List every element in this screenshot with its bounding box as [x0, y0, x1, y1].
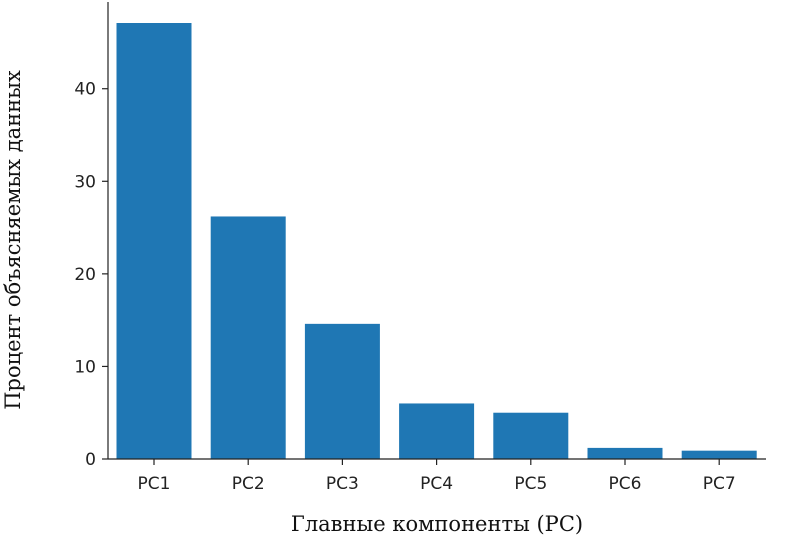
y-tick-label: 30	[74, 172, 96, 192]
x-tick-label: PC6	[609, 474, 642, 494]
axes	[107, 2, 766, 460]
x-tick-label: PC5	[514, 474, 547, 494]
y-ticks: 0 10 20 30 40	[74, 80, 108, 470]
y-tick-label: 10	[74, 357, 96, 377]
x-tick-label: PC4	[420, 474, 453, 494]
bar-pc4	[399, 403, 475, 459]
bar-pc6	[587, 447, 663, 459]
x-ticks: PC1 PC2 PC3 PC4 PC5 PC6 PC7	[138, 459, 736, 494]
bar-pc1	[116, 23, 192, 459]
bar-pc2	[210, 216, 286, 459]
bar-pc7	[681, 450, 757, 459]
x-tick-label: PC3	[326, 474, 359, 494]
y-axis-title: Процент объясняемых данных	[1, 70, 25, 410]
y-tick-label: 40	[74, 80, 96, 100]
bars	[116, 23, 757, 459]
x-tick-label: PC1	[138, 474, 171, 494]
y-tick-label: 0	[85, 450, 96, 470]
x-tick-label: PC2	[232, 474, 265, 494]
y-tick-label: 20	[74, 265, 96, 285]
bar-pc3	[304, 323, 380, 459]
bar-pc5	[493, 412, 569, 459]
x-axis-title: Главные компоненты (PC)	[291, 512, 583, 536]
x-tick-label: PC7	[703, 474, 736, 494]
